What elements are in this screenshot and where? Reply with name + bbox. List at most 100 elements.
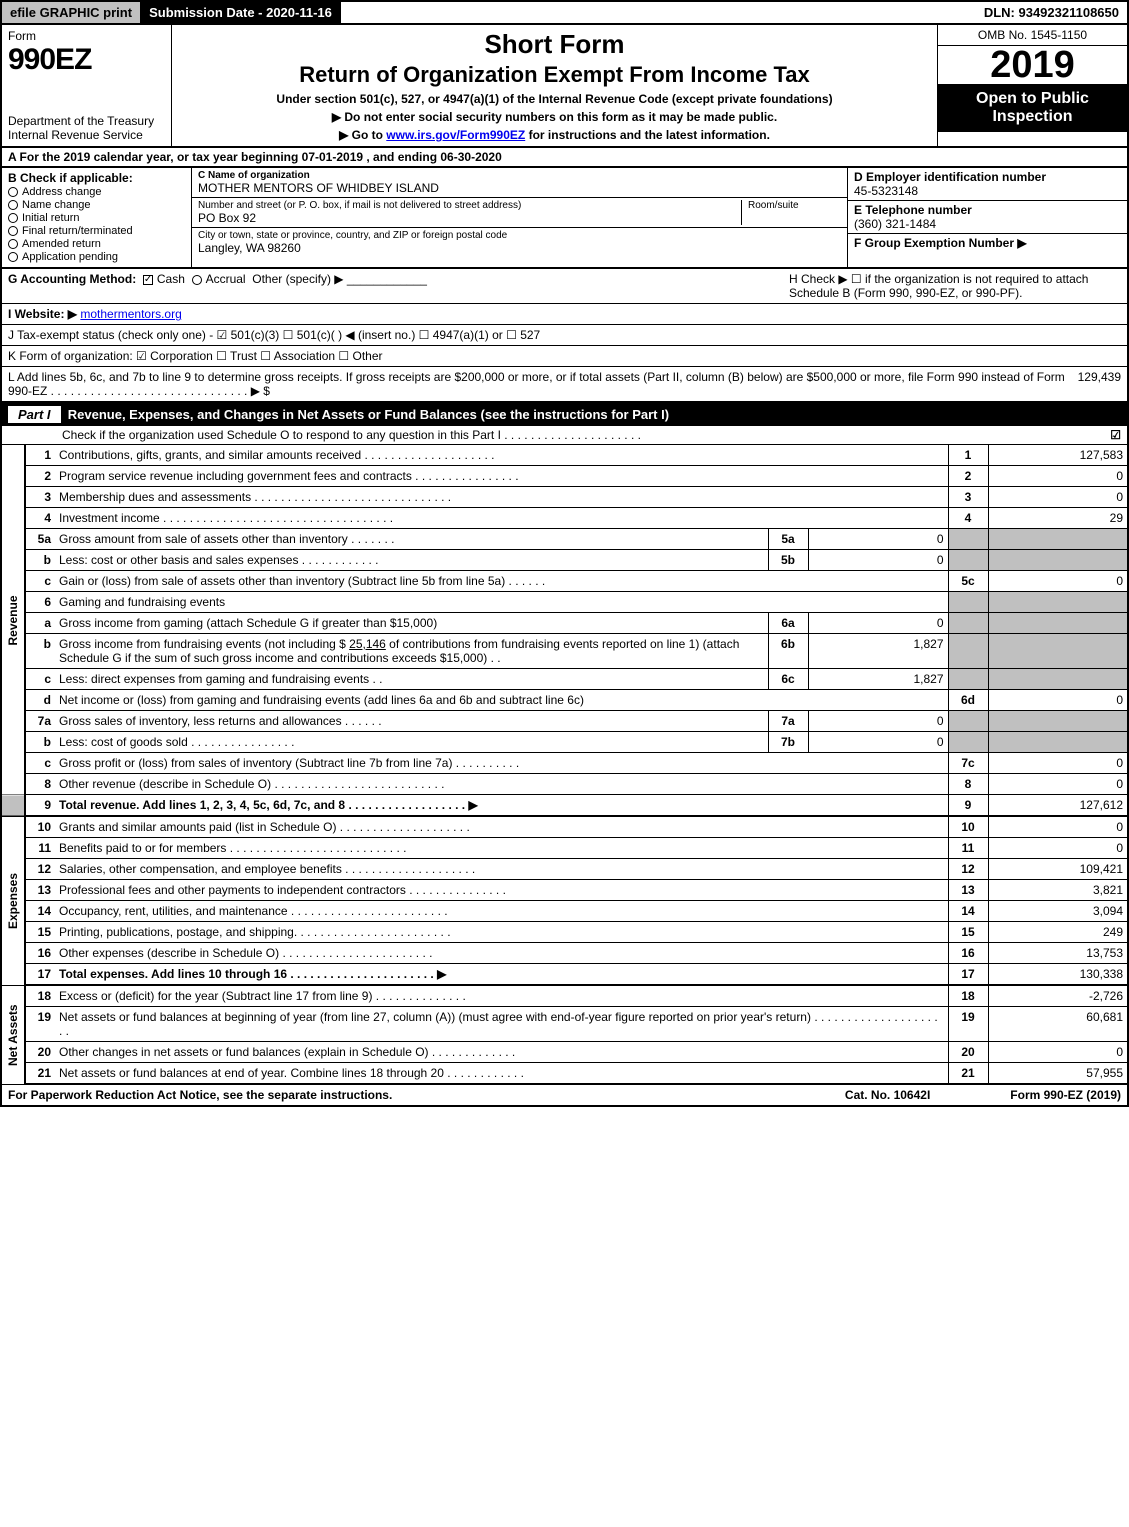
line-5a-mv: 0 (808, 529, 948, 550)
website-link[interactable]: mothermentors.org (80, 307, 181, 321)
line-7c-num: c (25, 753, 55, 774)
line-6c-mv: 1,827 (808, 669, 948, 690)
line-6c-mn: 6c (768, 669, 808, 690)
check-accrual[interactable] (192, 275, 202, 285)
line-17-desc: Total expenses. Add lines 10 through 16 … (55, 964, 948, 986)
check-amended-return[interactable]: Amended return (8, 238, 185, 250)
line-20-val: 0 (988, 1042, 1128, 1063)
line-7c-rn: 7c (948, 753, 988, 774)
line-16-desc: Other expenses (describe in Schedule O) … (55, 943, 948, 964)
line-9-rn: 9 (948, 795, 988, 817)
room-suite-label: Room/suite (748, 200, 841, 211)
revenue-table: Revenue 1 Contributions, gifts, grants, … (0, 445, 1129, 817)
line-17-rn: 17 (948, 964, 988, 986)
expenses-table: Expenses 10 Grants and similar amounts p… (0, 817, 1129, 986)
telephone-value: (360) 321-1484 (854, 217, 1121, 231)
org-info-block: B Check if applicable: Address change Na… (0, 168, 1129, 269)
section-a-tax-year: A For the 2019 calendar year, or tax yea… (0, 148, 1129, 168)
line-5a-mn: 5a (768, 529, 808, 550)
line-20-num: 20 (25, 1042, 55, 1063)
line-1-num: 1 (25, 445, 55, 466)
line-18-rn: 18 (948, 986, 988, 1007)
telephone-label: E Telephone number (854, 203, 1121, 217)
line-13-val: 3,821 (988, 880, 1128, 901)
footer-cat-number: Cat. No. 10642I (845, 1088, 930, 1102)
section-b: B Check if applicable: Address change Na… (2, 168, 192, 267)
form-label: Form (8, 29, 165, 43)
line-10-desc: Grants and similar amounts paid (list in… (55, 817, 948, 838)
line-6a-mn: 6a (768, 613, 808, 634)
line-7b-num: b (25, 732, 55, 753)
section-l: L Add lines 5b, 6c, and 7b to line 9 to … (0, 367, 1129, 403)
line-6-desc: Gaming and fundraising events (55, 592, 948, 613)
line-11-num: 11 (25, 838, 55, 859)
line-13-desc: Professional fees and other payments to … (55, 880, 948, 901)
city-label: City or town, state or province, country… (198, 230, 841, 241)
check-address-change[interactable]: Address change (8, 186, 185, 198)
line-4-desc: Investment income . . . . . . . . . . . … (55, 508, 948, 529)
line-2-desc: Program service revenue including govern… (55, 466, 948, 487)
line-11-desc: Benefits paid to or for members . . . . … (55, 838, 948, 859)
street-label: Number and street (or P. O. box, if mail… (198, 200, 741, 211)
side-spacer-9 (1, 795, 25, 817)
line-6b-num: b (25, 634, 55, 669)
line-1-desc: Contributions, gifts, grants, and simila… (55, 445, 948, 466)
irs-link[interactable]: www.irs.gov/Form990EZ (386, 128, 525, 142)
line-10-num: 10 (25, 817, 55, 838)
line-21-rn: 21 (948, 1063, 988, 1085)
line-15-val: 249 (988, 922, 1128, 943)
line-19-val: 60,681 (988, 1007, 1128, 1042)
check-application-pending[interactable]: Application pending (8, 251, 185, 263)
schedule-o-checkbox[interactable]: ☑ (1110, 428, 1121, 442)
line-7b-mn: 7b (768, 732, 808, 753)
line-6b-mv: 1,827 (808, 634, 948, 669)
line-2-val: 0 (988, 466, 1128, 487)
submission-date-button[interactable]: Submission Date - 2020-11-16 (141, 2, 341, 23)
line-16-val: 13,753 (988, 943, 1128, 964)
line-6b-mn: 6b (768, 634, 808, 669)
omb-number: OMB No. 1545-1150 (938, 25, 1127, 46)
line-3-desc: Membership dues and assessments . . . . … (55, 487, 948, 508)
efile-print-button[interactable]: efile GRAPHIC print (2, 2, 141, 23)
check-initial-return[interactable]: Initial return (8, 212, 185, 224)
line-5a-num: 5a (25, 529, 55, 550)
line-4-rn: 4 (948, 508, 988, 529)
line-7a-desc: Gross sales of inventory, less returns a… (55, 711, 768, 732)
city-value: Langley, WA 98260 (198, 241, 841, 255)
line-19-rn: 19 (948, 1007, 988, 1042)
line-12-rn: 12 (948, 859, 988, 880)
line-2-num: 2 (25, 466, 55, 487)
line-19-desc: Net assets or fund balances at beginning… (55, 1007, 948, 1042)
line-5b-shade2 (988, 550, 1128, 571)
street-value: PO Box 92 (198, 211, 741, 225)
line-5b-mv: 0 (808, 550, 948, 571)
part-1-title: Revenue, Expenses, and Changes in Net As… (68, 407, 669, 422)
line-5a-desc: Gross amount from sale of assets other t… (55, 529, 768, 550)
line-7b-mv: 0 (808, 732, 948, 753)
line-6-shade (948, 592, 988, 613)
line-9-desc: Total revenue. Add lines 1, 2, 3, 4, 5c,… (55, 795, 948, 817)
line-2-rn: 2 (948, 466, 988, 487)
line-17-num: 17 (25, 964, 55, 986)
line-5c-rn: 5c (948, 571, 988, 592)
line-5b-mn: 5b (768, 550, 808, 571)
line-20-rn: 20 (948, 1042, 988, 1063)
line-12-num: 12 (25, 859, 55, 880)
line-6a-mv: 0 (808, 613, 948, 634)
check-final-return[interactable]: Final return/terminated (8, 225, 185, 237)
line-6c-desc: Less: direct expenses from gaming and fu… (55, 669, 768, 690)
line-4-num: 4 (25, 508, 55, 529)
line-16-rn: 16 (948, 943, 988, 964)
line-6a-num: a (25, 613, 55, 634)
check-cash[interactable] (143, 275, 153, 285)
line-11-rn: 11 (948, 838, 988, 859)
line-10-val: 0 (988, 817, 1128, 838)
line-3-rn: 3 (948, 487, 988, 508)
dln-label: DLN: 93492321108650 (976, 2, 1127, 23)
department-label: Department of the Treasury Internal Reve… (8, 114, 165, 142)
org-name-label: C Name of organization (198, 170, 841, 181)
line-12-desc: Salaries, other compensation, and employ… (55, 859, 948, 880)
line-5b-shade (948, 550, 988, 571)
gross-receipts-value: 129,439 (1078, 370, 1121, 398)
check-name-change[interactable]: Name change (8, 199, 185, 211)
